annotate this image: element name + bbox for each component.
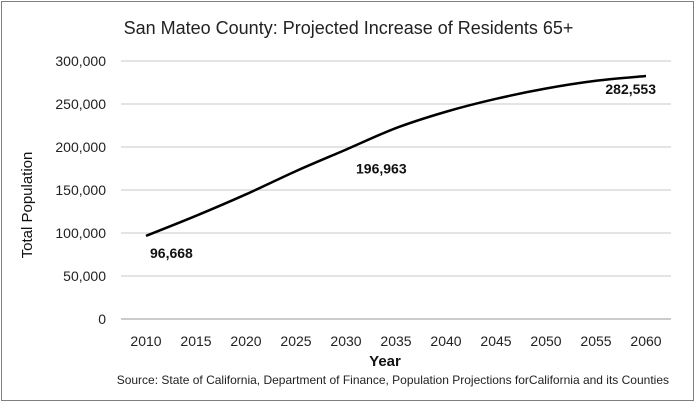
- series-group: [145, 74, 647, 238]
- grid-lines: [121, 60, 671, 277]
- y-tick-label: 200,000: [55, 139, 106, 155]
- y-axis-title: Total Population: [19, 152, 36, 259]
- x-tick-label: 2050: [530, 333, 561, 349]
- x-tick-label: 2010: [130, 333, 161, 349]
- x-tick-label: 2020: [230, 333, 261, 349]
- chart-title: San Mateo County: Projected Increase of …: [123, 18, 574, 38]
- x-tick-label: 2055: [580, 333, 611, 349]
- data-label: 96,668: [150, 245, 193, 261]
- y-tick-label: 50,000: [63, 268, 106, 284]
- x-tick-label: 2015: [180, 333, 211, 349]
- y-tick-label: 100,000: [55, 225, 106, 241]
- x-axis-ticks: 2010 2015 2020 2025 2030 2035 2040 2045 2050 2055…: [130, 333, 661, 349]
- x-tick-label: 2060: [630, 333, 661, 349]
- y-tick-label: 0: [98, 311, 106, 327]
- y-axis-ticks: 0 50,000 100,000 150,000 200,000 250,000 300,0…: [55, 53, 106, 327]
- y-tick-label: 250,000: [55, 96, 106, 112]
- series-line: [145, 74, 647, 238]
- x-tick-label: 2040: [430, 333, 461, 349]
- x-tick-label: 2035: [380, 333, 411, 349]
- y-tick-label: 150,000: [55, 182, 106, 198]
- data-label: 196,963: [356, 161, 407, 177]
- x-tick-label: 2045: [480, 333, 511, 349]
- source-note: Source: State of California, Department …: [116, 373, 669, 387]
- y-tick-label: 300,000: [55, 53, 106, 69]
- data-labels: 96,668 196,963 282,553: [150, 81, 656, 261]
- x-tick-label: 2030: [330, 333, 361, 349]
- x-tick-label: 2025: [280, 333, 311, 349]
- x-axis-title: Year: [369, 353, 401, 370]
- data-label: 282,553: [605, 81, 656, 97]
